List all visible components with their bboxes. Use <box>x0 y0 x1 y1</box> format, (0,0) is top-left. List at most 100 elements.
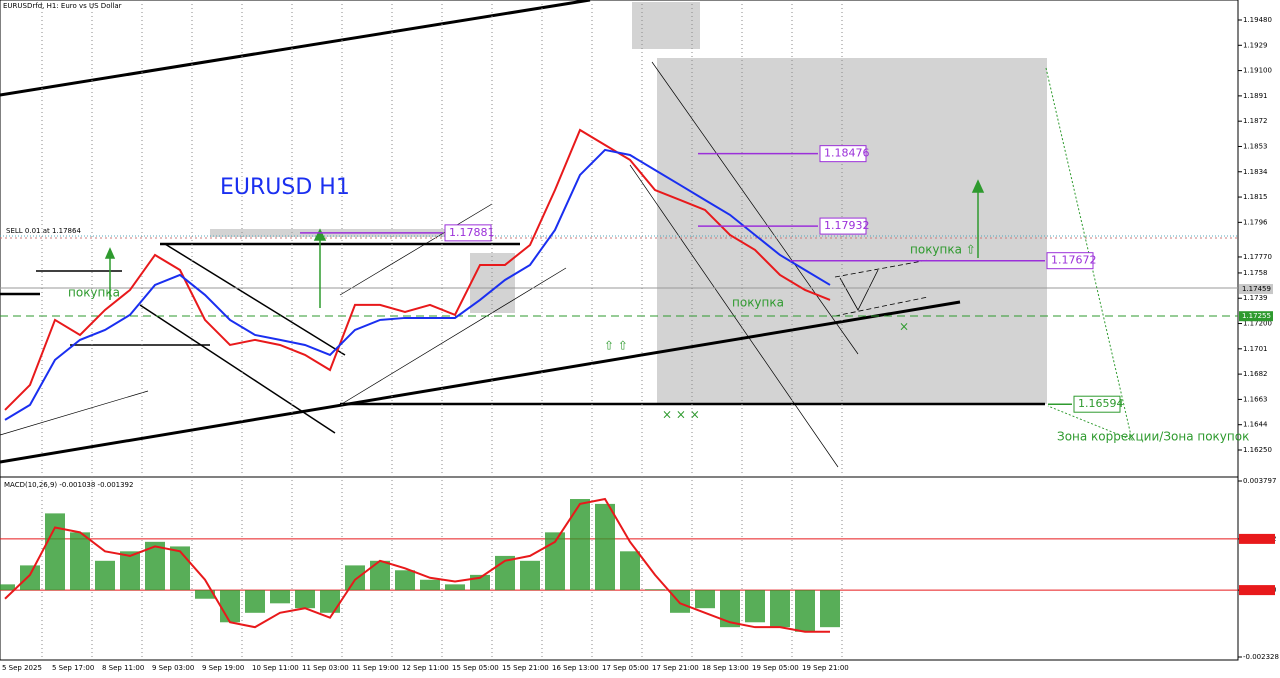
histogram-bar <box>595 503 615 591</box>
histogram-bar <box>620 551 640 591</box>
histogram-bar <box>520 560 540 591</box>
x-tick-label: 5 Sep 2025 <box>2 664 42 672</box>
x-tick-label: 11 Sep 03:00 <box>302 664 349 672</box>
price-line <box>4 148 831 421</box>
histogram-bar <box>420 579 440 591</box>
x-tick-label: 16 Sep 13:00 <box>552 664 599 672</box>
histogram-bar <box>70 532 90 591</box>
y-tick-label: 1.1739 <box>1243 294 1268 302</box>
histogram-bar <box>670 590 690 613</box>
x-tick-label: 5 Sep 17:00 <box>52 664 94 672</box>
x-tick-label: 9 Sep 03:00 <box>152 664 194 672</box>
histogram-bar <box>170 546 190 591</box>
level-box <box>444 224 492 242</box>
annotation: Зона коррекции/Зона покупок <box>1057 430 1249 444</box>
histogram-bar <box>395 570 415 591</box>
annotation: SELL 0.01 at 1.17864 <box>6 227 81 235</box>
histogram-bar <box>320 590 340 613</box>
price-tag <box>1239 311 1273 322</box>
x-tick-label: 9 Sep 19:00 <box>202 664 244 672</box>
histogram-bar <box>795 590 815 632</box>
annotation: × <box>899 320 909 334</box>
histogram-bar <box>245 590 265 613</box>
histogram-bar <box>570 499 590 591</box>
histogram-bar <box>270 590 290 604</box>
y-tick-label: 1.19480 <box>1243 16 1272 24</box>
annotation: × × × <box>662 408 700 422</box>
histogram-bar <box>0 584 15 591</box>
macd-title: MACD(10,26,9) -0.001038 -0.001392 <box>4 481 133 489</box>
level-box <box>819 145 867 163</box>
level-label: 1.18476 <box>824 147 870 160</box>
histogram-bar <box>695 590 715 609</box>
histogram-bar <box>45 513 65 591</box>
price-line <box>4 128 831 411</box>
y-tick-label: 1.1682 <box>1243 370 1268 378</box>
histogram-bar <box>370 560 390 591</box>
annotation: ⇧ ⇧ <box>604 339 628 353</box>
x-tick-label: 18 Sep 13:00 <box>702 664 749 672</box>
histogram-bar <box>95 560 115 591</box>
annotation: покупка <box>68 286 120 300</box>
histogram-bar <box>145 541 165 591</box>
level-tag <box>1239 585 1275 596</box>
histogram-bar <box>120 551 140 591</box>
histogram-bar <box>195 590 215 599</box>
y-tick-label: 0.003797 <box>1243 477 1276 485</box>
x-tick-label: 10 Sep 11:00 <box>252 664 299 672</box>
x-tick-label: 12 Sep 11:00 <box>402 664 449 672</box>
histogram-bar <box>445 584 465 591</box>
price-tag-label: 1.17459 <box>1242 285 1271 293</box>
level-box <box>819 217 867 235</box>
x-tick-label: 17 Sep 21:00 <box>652 664 699 672</box>
y-tick-label: 1.1758 <box>1243 269 1268 277</box>
x-tick-label: 8 Sep 11:00 <box>102 664 144 672</box>
histogram-bar <box>220 590 240 623</box>
y-tick-label: -0.002328 <box>1243 653 1279 661</box>
level-tag <box>1239 533 1275 544</box>
y-tick-label: 1.1815 <box>1243 193 1268 201</box>
annotation: покупка <box>732 296 784 310</box>
histogram-bar <box>545 532 565 591</box>
level-box <box>1046 252 1094 270</box>
annotation: покупка ⇧ <box>910 243 976 257</box>
level-label: 1.16594 <box>1078 397 1124 410</box>
x-tick-label: 15 Sep 05:00 <box>452 664 499 672</box>
y-tick-label: 1.1663 <box>1243 395 1268 403</box>
level-box <box>1073 395 1121 413</box>
y-tick-label: 1.1929 <box>1243 41 1268 49</box>
histogram-bar <box>820 590 840 628</box>
x-tick-label: 17 Sep 05:00 <box>602 664 649 672</box>
chart-title: EURUSD H1 <box>220 175 350 200</box>
histogram-bar <box>645 589 665 591</box>
level-label: 1.17672 <box>1051 254 1097 267</box>
chart-header: EURUSDrfd, H1: Euro vs US Dollar <box>3 2 122 10</box>
histogram-bar <box>20 565 40 591</box>
price-tag <box>1239 284 1273 295</box>
y-tick-label: 1.17770 <box>1243 253 1272 261</box>
y-tick-label: 1.1853 <box>1243 142 1268 150</box>
y-tick-label: 1.1796 <box>1243 218 1268 226</box>
histogram-bar <box>720 590 740 628</box>
x-tick-label: 11 Sep 19:00 <box>352 664 399 672</box>
y-tick-label: 1.17200 <box>1243 320 1272 328</box>
level-label: 1.17932 <box>824 219 870 232</box>
histogram-bar <box>745 590 765 623</box>
signal-line <box>4 497 830 633</box>
arrows <box>104 67 1133 441</box>
y-tick-label: 1.1872 <box>1243 117 1268 125</box>
y-tick-label: 1.1701 <box>1243 345 1268 353</box>
x-tick-label: 19 Sep 21:00 <box>802 664 849 672</box>
zone <box>632 2 700 49</box>
x-tick-label: 19 Sep 05:00 <box>752 664 799 672</box>
y-tick-label: 1.19100 <box>1243 67 1272 75</box>
x-tick-label: 15 Sep 21:00 <box>502 664 549 672</box>
histogram-bar <box>770 590 790 628</box>
y-tick-label: 1.1891 <box>1243 92 1268 100</box>
histogram-bar <box>295 590 315 609</box>
level-label: 1.17881 <box>449 226 495 239</box>
price-tag-label: 1.17255 <box>1242 312 1271 320</box>
y-tick-label: 1.1834 <box>1243 168 1268 176</box>
histogram-bar <box>345 565 365 591</box>
